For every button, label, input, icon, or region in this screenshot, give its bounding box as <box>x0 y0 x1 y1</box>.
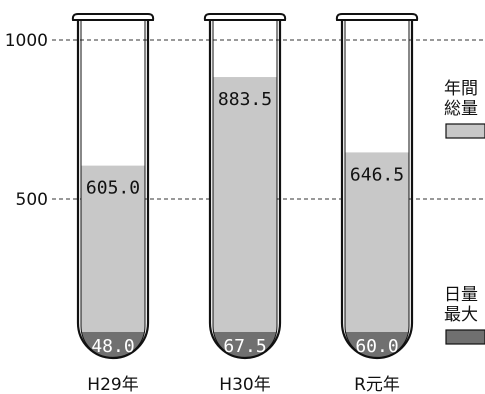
category-labels: H29年 H30年 R元年 <box>87 375 400 394</box>
value-label-daily: 60.0 <box>355 336 398 357</box>
tube-inner-outline <box>344 20 410 359</box>
legend-text: 総量 <box>444 99 478 119</box>
category-label: H29年 <box>87 375 138 394</box>
bar-annual <box>345 152 409 358</box>
legend-swatch <box>445 123 485 139</box>
legend-swatch <box>445 329 485 345</box>
tube-lip <box>203 13 287 21</box>
tube-H29年: 605.0 48.0 <box>71 13 155 360</box>
legend-text: 日量 <box>444 285 478 305</box>
value-label-daily: 67.5 <box>223 336 266 357</box>
value-label-annual: 883.5 <box>218 89 272 110</box>
y-axis-ticks: 500 1000 <box>5 31 48 210</box>
value-label-annual: 605.0 <box>86 178 140 199</box>
legend-text: 最大 <box>444 305 478 325</box>
category-label: H30年 <box>219 375 270 394</box>
tube-lip <box>71 13 155 21</box>
bar-annual <box>213 77 277 358</box>
tube-inner-outline <box>212 20 278 359</box>
tube-R元年: 646.5 60.0 <box>335 13 419 360</box>
value-label-daily: 48.0 <box>91 336 134 357</box>
tube-lip <box>335 13 419 21</box>
tube-H30年: 883.5 67.5 <box>203 13 287 360</box>
bar-annual <box>81 165 145 358</box>
y-tick-label: 500 <box>16 190 48 210</box>
category-label: R元年 <box>354 375 400 394</box>
value-label-annual: 646.5 <box>350 164 404 185</box>
tube-inner-outline <box>80 20 146 359</box>
y-tick-label: 1000 <box>5 31 48 51</box>
test-tube-bars: 605.0 48.0 883.5 67.5 646.5 60.0 <box>71 13 419 360</box>
legend-text: 年間 <box>444 79 478 99</box>
